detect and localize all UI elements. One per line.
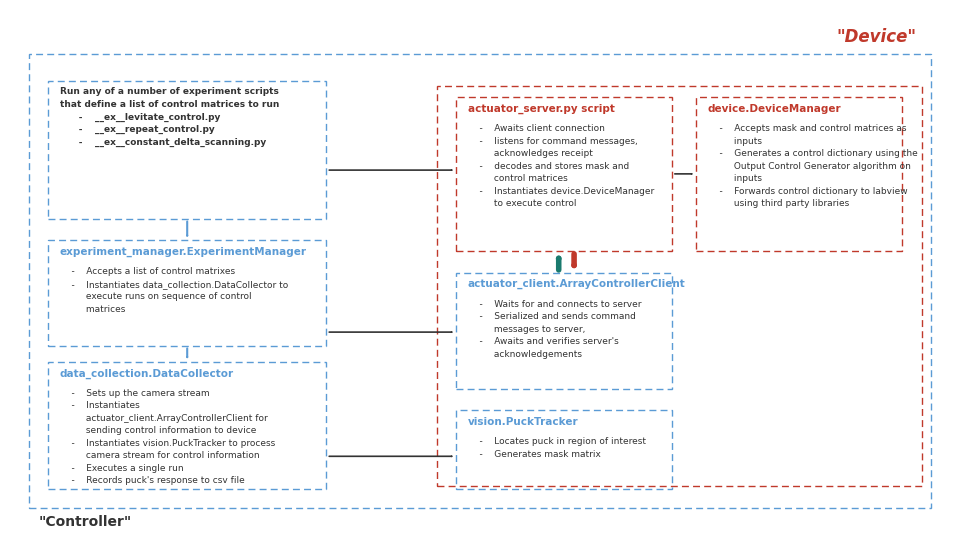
Bar [456, 410, 672, 489]
Bar [437, 86, 922, 486]
Text: vision.PuckTracker: vision.PuckTracker [468, 417, 578, 427]
Text: actuator_client.ArrayControllerClient: actuator_client.ArrayControllerClient [468, 279, 685, 289]
Bar [29, 54, 931, 508]
Bar [48, 81, 326, 219]
Text: Run any of a number of experiment scripts
that define a list of control matrices: Run any of a number of experiment script… [60, 87, 279, 147]
Text: -    Accepts mask and control matrices as
         inputs
    -    Generates a c: - Accepts mask and control matrices as i… [708, 124, 917, 208]
Bar [48, 240, 326, 346]
Text: "Device": "Device" [837, 28, 917, 46]
Bar [48, 362, 326, 489]
Text: -    Locates puck in region of interest
    -    Generates mask matrix: - Locates puck in region of interest - G… [468, 437, 645, 459]
Text: -    Awaits client connection
    -    listens for command messages,
         ac: - Awaits client connection - listens for… [468, 124, 654, 208]
Text: -    Sets up the camera stream
    -    Instantiates
         actuator_client.Ar: - Sets up the camera stream - Instantiat… [60, 389, 275, 485]
Text: actuator_server.py script: actuator_server.py script [468, 104, 614, 114]
Bar [456, 97, 672, 251]
Bar [456, 273, 672, 389]
Text: "Controller": "Controller" [38, 515, 132, 529]
Bar [696, 97, 902, 251]
Text: device.DeviceManager: device.DeviceManager [708, 104, 841, 114]
Text: -    Waits for and connects to server
    -    Serialized and sends command
    : - Waits for and connects to server - Ser… [468, 300, 641, 359]
Text: experiment_manager.ExperimentManager: experiment_manager.ExperimentManager [60, 247, 306, 257]
Text: data_collection.DataCollector: data_collection.DataCollector [60, 368, 233, 379]
Text: -    Accepts a list of control matrixes
    -    Instantiates data_collection.Da: - Accepts a list of control matrixes - I… [60, 267, 288, 314]
